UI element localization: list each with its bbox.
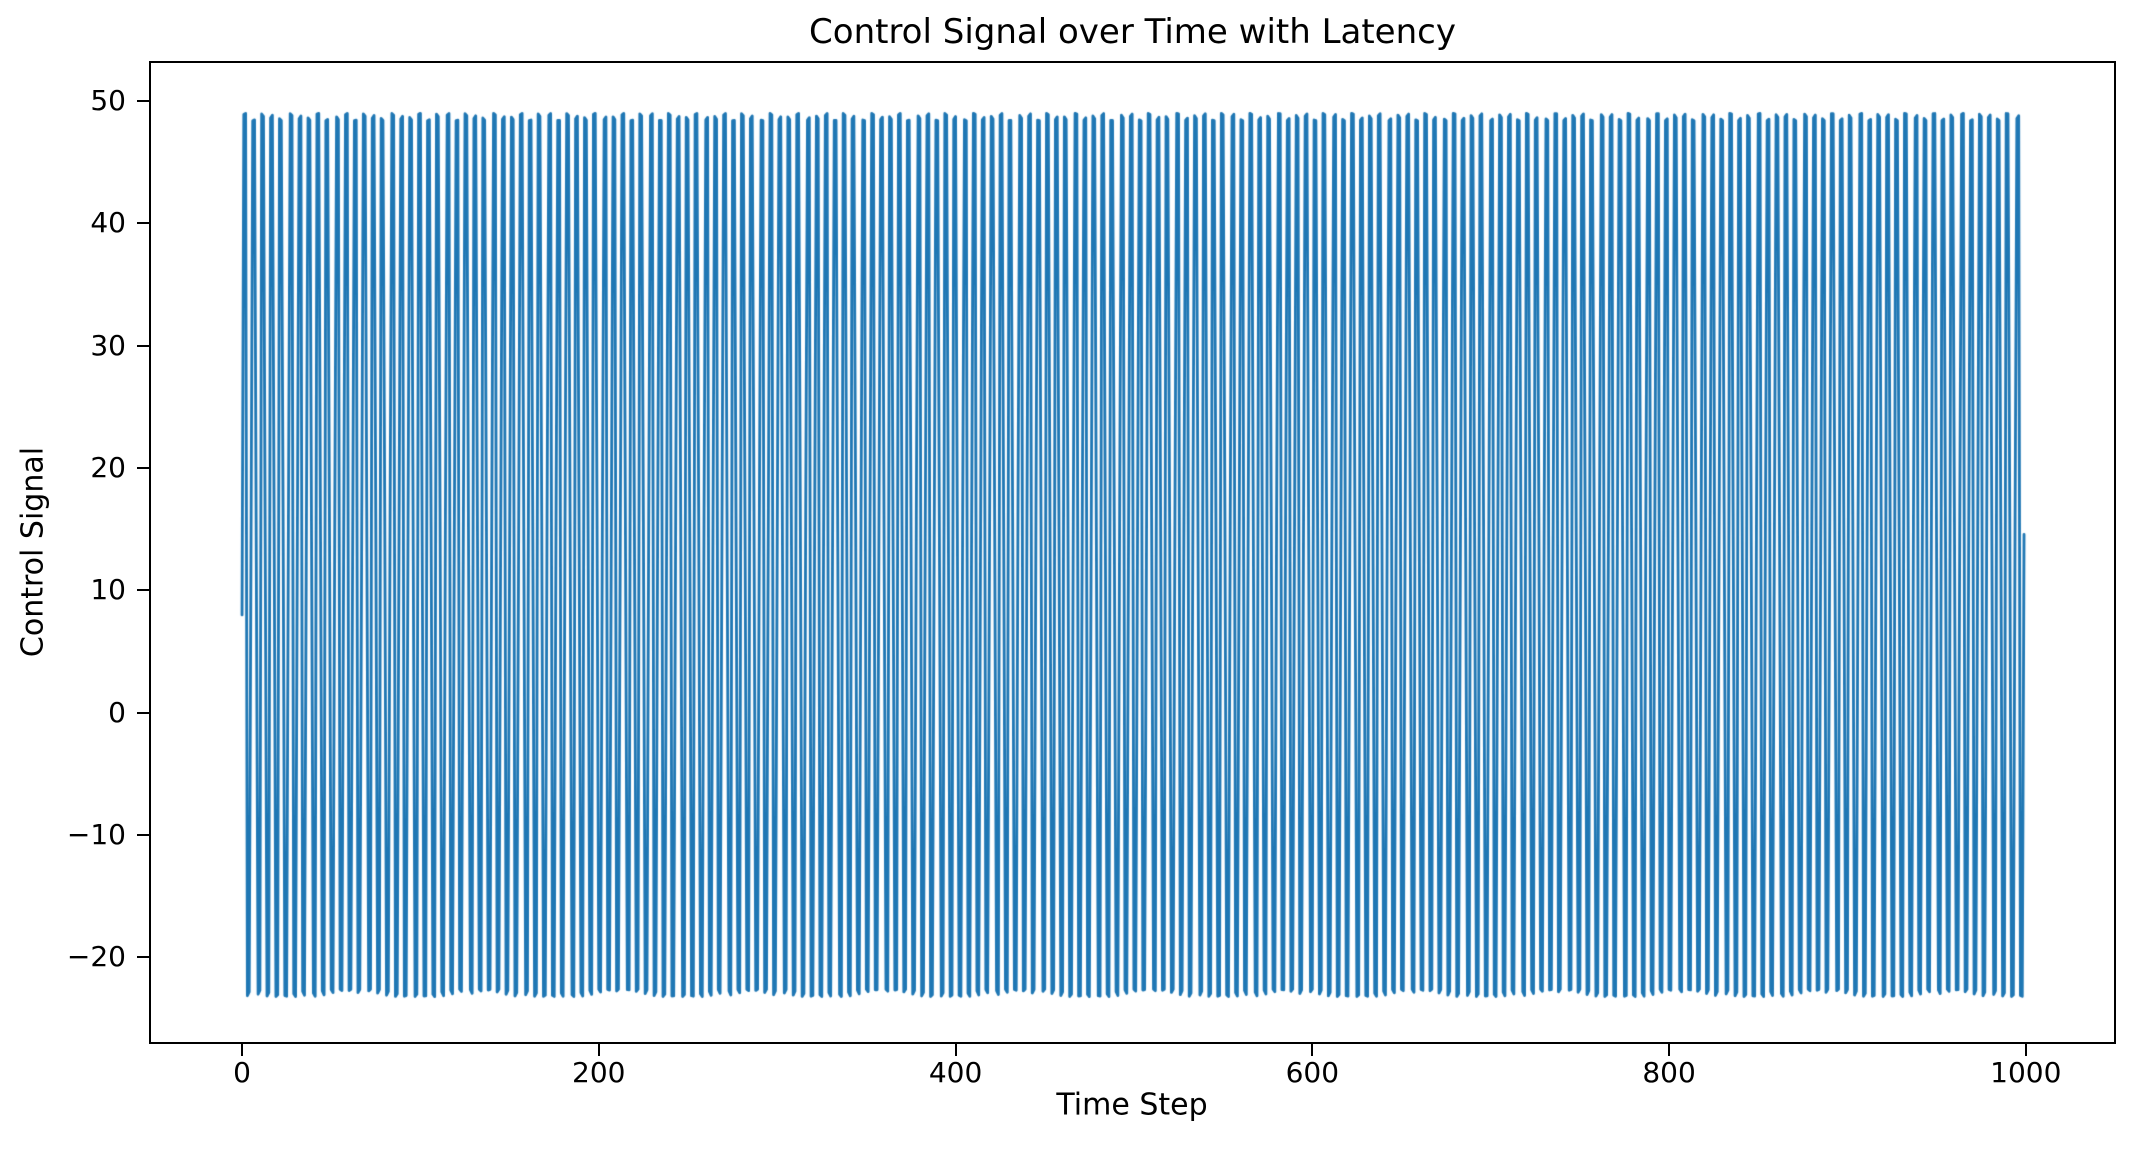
y-tick-mark <box>137 711 149 714</box>
x-tick-label: 800 <box>1642 1056 1696 1089</box>
x-tick-mark <box>597 1044 600 1056</box>
x-tick-mark <box>954 1044 957 1056</box>
y-tick-label: 20 <box>90 451 126 485</box>
y-tick-label: 30 <box>90 328 126 362</box>
x-tick-label: 1000 <box>1990 1056 2062 1089</box>
plot-area <box>149 61 2116 1044</box>
y-tick-mark <box>137 100 149 103</box>
y-tick-mark <box>137 834 149 837</box>
x-tick-mark <box>1668 1044 1671 1056</box>
y-tick-label: −10 <box>66 818 126 852</box>
x-tick-mark <box>1311 1044 1314 1056</box>
y-tick-mark <box>137 467 149 470</box>
x-tick-label: 0 <box>233 1056 251 1089</box>
y-tick-label: 40 <box>90 206 126 240</box>
y-tick-mark <box>137 956 149 959</box>
x-tick-label: 200 <box>572 1056 626 1089</box>
y-tick-label: 10 <box>90 573 126 607</box>
y-tick-label: −20 <box>66 940 126 974</box>
y-tick-mark <box>137 344 149 347</box>
x-tick-label: 400 <box>928 1056 983 1089</box>
y-tick-mark <box>137 589 149 592</box>
y-tick-label: 0 <box>108 695 126 729</box>
y-tick-label: 50 <box>90 84 126 118</box>
x-tick-mark <box>241 1044 244 1056</box>
x-tick-mark <box>2024 1044 2027 1056</box>
x-tick-label: 600 <box>1285 1056 1340 1089</box>
y-tick-mark <box>137 222 149 225</box>
